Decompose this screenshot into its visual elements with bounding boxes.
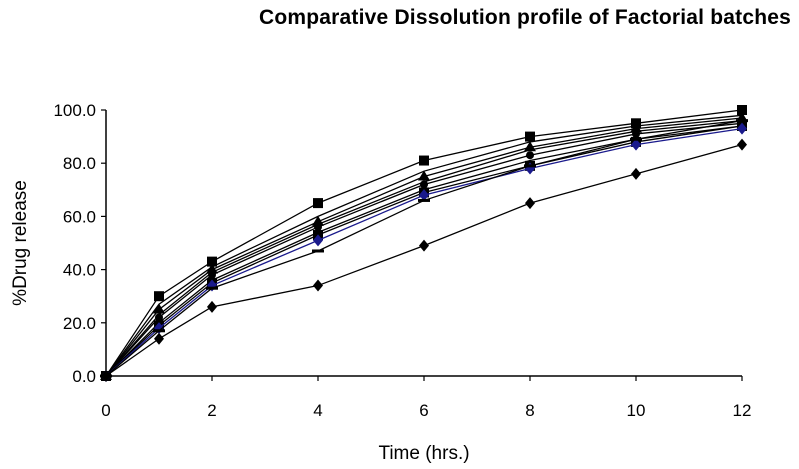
data-point: [206, 286, 218, 290]
data-point: [207, 300, 217, 313]
data-point: [631, 167, 641, 180]
data-point: [419, 189, 429, 202]
series-line: [105, 117, 743, 377]
data-point: [418, 170, 430, 181]
y-tick-label: 20.0: [63, 314, 96, 333]
data-point: [736, 119, 748, 123]
ticks: 0 2 4 6 8 10 12 0.0 20.0 40.0 60.0 80.0 100.0: [53, 101, 751, 420]
data-point: [155, 313, 163, 322]
y-tick-label: 60.0: [63, 207, 96, 226]
data-point: [419, 239, 429, 252]
data-point: [524, 164, 536, 168]
data-point: [314, 223, 322, 232]
x-tick-label: 10: [627, 401, 646, 420]
x-tick-label: 6: [419, 401, 428, 420]
data-point: [526, 151, 534, 160]
series-line: [105, 125, 743, 377]
x-tick-label: 4: [313, 401, 322, 420]
data-point: [525, 197, 535, 210]
data-point: [525, 131, 535, 142]
data-point: [632, 129, 640, 138]
x-tick-label: 8: [525, 401, 534, 420]
series-layer: [100, 105, 748, 382]
data-point: [418, 198, 430, 202]
series-line: [105, 119, 743, 377]
series-line: [105, 125, 743, 377]
data-point: [737, 122, 747, 135]
y-tick-label: 40.0: [63, 261, 96, 280]
series-line: [105, 114, 743, 377]
series-line: [105, 127, 743, 377]
data-point: [631, 138, 641, 151]
series-2: [105, 114, 743, 377]
data-point: [737, 105, 747, 115]
y-tick-label: 80.0: [63, 154, 96, 173]
x-axis-label: Time (hrs.): [378, 443, 469, 464]
data-point: [207, 256, 217, 267]
data-point: [312, 249, 324, 253]
series-10: [101, 138, 747, 382]
data-point: [419, 155, 429, 166]
series-9: [100, 119, 748, 378]
data-point: [420, 180, 428, 189]
data-point: [154, 291, 164, 302]
x-tick-label: 0: [101, 401, 110, 420]
data-point: [101, 370, 111, 382]
data-point: [153, 303, 165, 314]
y-tick-label: 0.0: [72, 367, 96, 386]
series-4: [105, 119, 743, 377]
data-point: [313, 234, 323, 247]
data-point: [153, 329, 165, 333]
series-line: [105, 122, 743, 377]
data-point: [313, 198, 323, 209]
x-tick-label: 2: [207, 401, 216, 420]
data-point: [630, 122, 642, 133]
data-point: [737, 138, 747, 151]
series-line: [105, 119, 743, 377]
y-axis-label: %Drug release: [10, 180, 31, 306]
data-point: [630, 137, 642, 141]
data-point: [313, 279, 323, 292]
series-line: [105, 143, 743, 377]
series-line: [105, 109, 743, 377]
data-point: [154, 332, 164, 345]
x-tick-label: 12: [733, 401, 752, 420]
data-point: [208, 270, 216, 279]
y-tick-label: 100.0: [53, 101, 96, 120]
series-6: [105, 125, 743, 377]
chart-title: Comparative Dissolution profile of Facto…: [259, 6, 791, 29]
